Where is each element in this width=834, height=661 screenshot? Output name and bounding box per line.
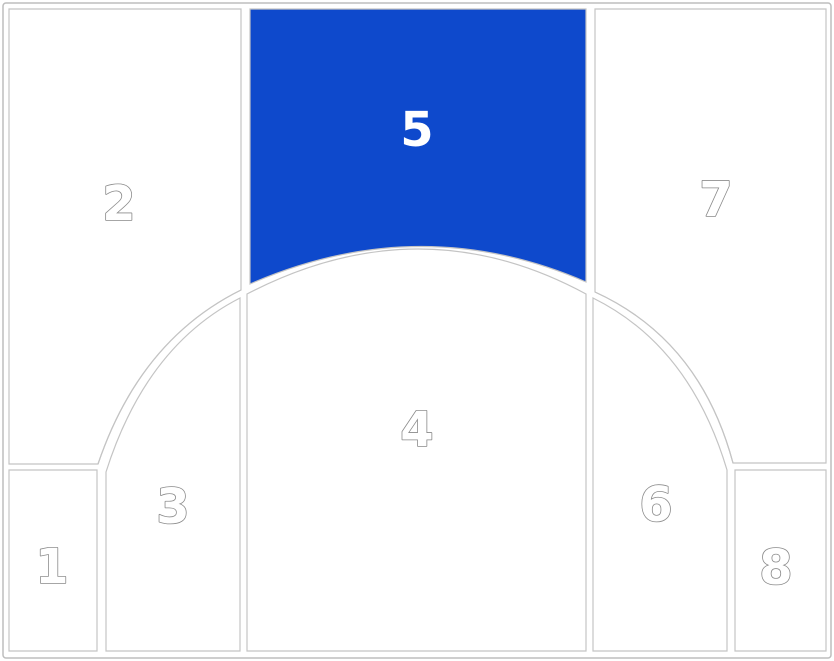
zone-5[interactable]: [250, 9, 586, 284]
zone-8[interactable]: [735, 470, 826, 651]
zone-4[interactable]: [247, 249, 586, 651]
zone-1[interactable]: [9, 470, 97, 651]
